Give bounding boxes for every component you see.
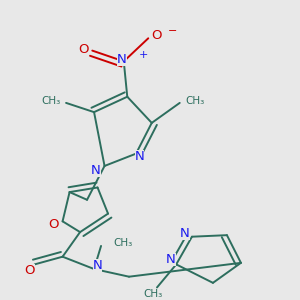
Text: CH₃: CH₃ <box>42 96 61 106</box>
Text: −: − <box>168 26 177 36</box>
Text: N: N <box>180 227 190 240</box>
Text: +: + <box>138 50 148 60</box>
Text: CH₃: CH₃ <box>144 289 163 298</box>
Text: O: O <box>24 264 34 277</box>
Text: O: O <box>78 43 89 56</box>
Text: CH₃: CH₃ <box>185 96 204 106</box>
Text: O: O <box>49 218 59 231</box>
Text: N: N <box>135 150 144 163</box>
Text: N: N <box>91 164 101 177</box>
Text: O: O <box>152 29 162 42</box>
Text: N: N <box>166 253 176 266</box>
Text: N: N <box>117 53 127 66</box>
Text: CH₃: CH₃ <box>113 238 133 248</box>
Text: N: N <box>93 260 102 272</box>
